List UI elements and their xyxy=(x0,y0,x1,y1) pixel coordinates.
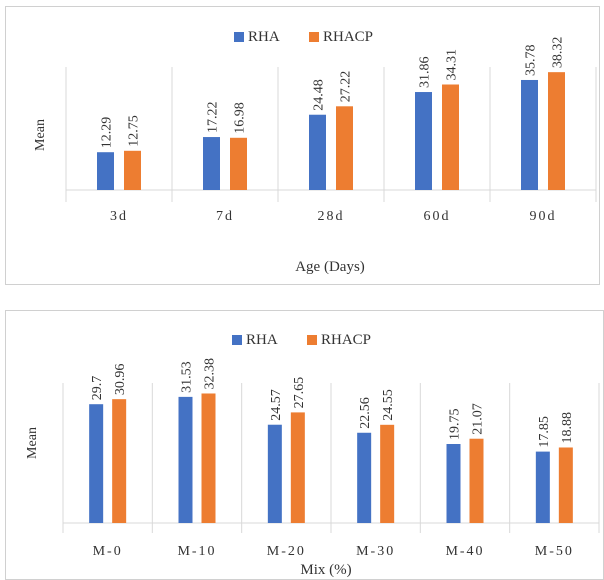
x-axis-label: Mix (%) xyxy=(300,562,351,578)
data-label: 19.75 xyxy=(448,409,463,441)
data-label: 16.98 xyxy=(233,102,248,134)
bar-rha-m-20 xyxy=(267,424,282,523)
x-tick-label: 7d xyxy=(216,209,234,224)
chart-1-plot: RHA RHACP Mean 12.29 12.75 3d 17.22 16.98 7d 24.4… xyxy=(33,29,597,275)
legend: RHA RHACP xyxy=(234,29,373,45)
data-label: 21.07 xyxy=(471,403,486,435)
x-tick-label: M-50 xyxy=(535,544,574,559)
legend-swatch-rha xyxy=(234,32,244,42)
data-label: 32.38 xyxy=(203,358,218,390)
y-axis-label: Mean xyxy=(33,119,48,151)
bar-rhacp-m-0 xyxy=(112,399,127,523)
x-tick-label: M-40 xyxy=(445,544,484,559)
data-label: 31.86 xyxy=(418,57,433,89)
x-tick-label: 3d xyxy=(110,209,128,224)
chart-mix-percent: RHA RHACP Mean 29.7 30.96 M-0 31.53 32.38 M-10 24… xyxy=(5,310,604,580)
x-tick-label: M-20 xyxy=(267,544,306,559)
data-label: 17.22 xyxy=(206,102,221,133)
legend-swatch-rhacp xyxy=(307,335,317,345)
bar-rhacp-90d xyxy=(548,72,565,190)
data-label: 12.75 xyxy=(127,115,142,147)
bar-rhacp-m-20 xyxy=(290,412,305,523)
bar-rha-m-10 xyxy=(178,396,193,523)
data-label: 35.78 xyxy=(524,44,539,76)
x-tick-label: M-10 xyxy=(177,544,216,559)
bar-rha-60d xyxy=(415,92,432,190)
bar-rhacp-m-40 xyxy=(469,438,484,523)
bar-rha-28d xyxy=(309,114,326,190)
data-label: 38.32 xyxy=(551,37,566,69)
bar-rhacp-m-10 xyxy=(201,393,216,523)
data-label: 30.96 xyxy=(113,364,128,396)
x-tick-label: M-0 xyxy=(93,544,123,559)
data-label: 22.56 xyxy=(358,397,373,429)
chart-mix-percent-svg: RHA RHACP Mean 29.7 30.96 M-0 31.53 32.38 M-10 24… xyxy=(25,332,600,578)
data-label: 24.57 xyxy=(269,389,284,421)
bar-rha-m-50 xyxy=(535,451,550,523)
bar-rhacp-28d xyxy=(336,106,353,190)
legend-swatch-rhacp xyxy=(309,32,319,42)
data-label: 27.22 xyxy=(339,71,354,103)
bar-rha-m-30 xyxy=(357,432,372,523)
bar-rha-90d xyxy=(521,79,538,190)
legend: RHA RHACP xyxy=(232,332,371,348)
chart-2-plot: RHA RHACP Mean 29.7 30.96 M-0 31.53 32.38 M-10 24… xyxy=(25,332,600,578)
data-label: 17.85 xyxy=(537,416,552,448)
legend-label-rhacp: RHACP xyxy=(323,29,373,45)
data-label: 18.88 xyxy=(560,412,575,444)
bar-rha-7d xyxy=(203,137,220,190)
bar-rha-m-0 xyxy=(89,404,104,523)
data-label: 24.55 xyxy=(381,389,396,421)
bar-rhacp-3d xyxy=(124,150,141,190)
chart-age-days-svg: RHA RHACP Mean 12.29 12.75 3d 17.22 16.98 7d 24.4… xyxy=(33,29,597,275)
bar-rha-m-40 xyxy=(446,444,461,523)
x-tick-label: 28d xyxy=(318,209,345,224)
data-label: 12.29 xyxy=(100,117,115,149)
data-label: 31.53 xyxy=(180,361,195,393)
y-axis-label: Mean xyxy=(25,427,40,459)
bar-rhacp-m-30 xyxy=(380,424,395,523)
bar-rhacp-60d xyxy=(442,84,459,190)
data-label: 27.65 xyxy=(292,377,307,409)
x-tick-label: 90d xyxy=(530,209,557,224)
legend-label-rhacp: RHACP xyxy=(321,332,371,348)
bar-rhacp-7d xyxy=(230,137,247,190)
legend-swatch-rha xyxy=(232,335,242,345)
data-label: 29.7 xyxy=(90,376,105,401)
data-label: 24.48 xyxy=(312,79,327,111)
x-tick-label: 60d xyxy=(424,209,451,224)
bar-rhacp-m-50 xyxy=(558,447,573,523)
bar-rha-3d xyxy=(97,152,114,190)
chart-age-days: RHA RHACP Mean 12.29 12.75 3d 17.22 16.98 7d 24.4… xyxy=(5,6,600,285)
legend-label-rha: RHA xyxy=(246,332,278,348)
data-label: 34.31 xyxy=(445,49,460,81)
x-axis-label: Age (Days) xyxy=(295,259,365,275)
x-tick-label: M-30 xyxy=(356,544,395,559)
legend-label-rha: RHA xyxy=(248,29,280,45)
